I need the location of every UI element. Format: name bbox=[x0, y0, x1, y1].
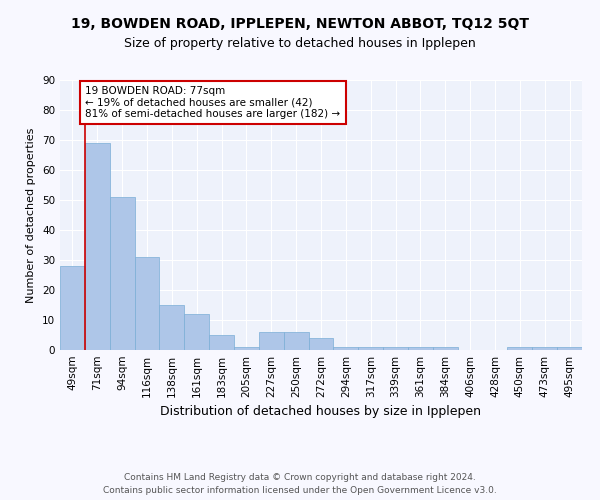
Bar bbox=[160, 305, 184, 350]
Text: 19, BOWDEN ROAD, IPPLEPEN, NEWTON ABBOT, TQ12 5QT: 19, BOWDEN ROAD, IPPLEPEN, NEWTON ABBOT,… bbox=[71, 18, 529, 32]
Bar bbox=[383, 347, 408, 350]
Bar bbox=[184, 314, 209, 350]
Bar bbox=[60, 266, 85, 350]
X-axis label: Distribution of detached houses by size in Ipplepen: Distribution of detached houses by size … bbox=[161, 406, 482, 418]
Bar bbox=[358, 347, 383, 350]
Y-axis label: Number of detached properties: Number of detached properties bbox=[26, 128, 37, 302]
Bar bbox=[508, 347, 532, 350]
Bar bbox=[308, 338, 334, 350]
Bar bbox=[284, 332, 308, 350]
Text: 19 BOWDEN ROAD: 77sqm
← 19% of detached houses are smaller (42)
81% of semi-deta: 19 BOWDEN ROAD: 77sqm ← 19% of detached … bbox=[85, 86, 340, 119]
Bar bbox=[532, 347, 557, 350]
Bar bbox=[234, 347, 259, 350]
Bar bbox=[259, 332, 284, 350]
Bar bbox=[110, 197, 134, 350]
Bar bbox=[433, 347, 458, 350]
Bar bbox=[85, 143, 110, 350]
Bar bbox=[334, 347, 358, 350]
Text: Contains HM Land Registry data © Crown copyright and database right 2024.
Contai: Contains HM Land Registry data © Crown c… bbox=[103, 474, 497, 495]
Bar bbox=[408, 347, 433, 350]
Bar bbox=[134, 257, 160, 350]
Text: Size of property relative to detached houses in Ipplepen: Size of property relative to detached ho… bbox=[124, 38, 476, 51]
Bar bbox=[557, 347, 582, 350]
Bar bbox=[209, 335, 234, 350]
